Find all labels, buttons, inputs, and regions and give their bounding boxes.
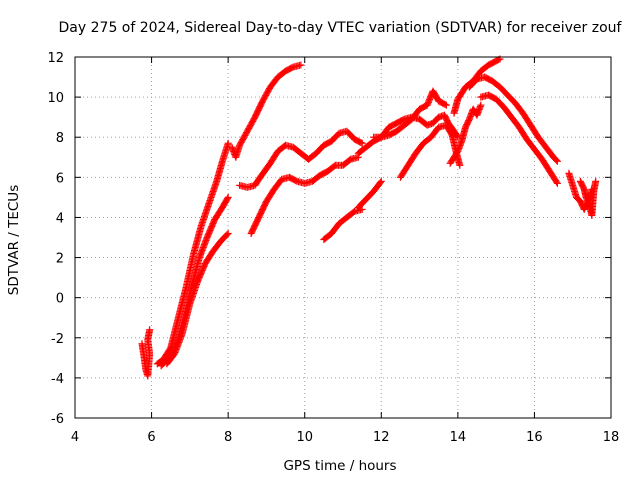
x-tick-label: 18 <box>603 430 620 445</box>
series-arc-1 <box>138 326 154 380</box>
series-arc-4 <box>163 229 232 368</box>
series-arc-7 <box>247 153 362 237</box>
data-point <box>441 100 449 108</box>
data-point <box>553 157 561 165</box>
series-arc-18 <box>576 177 600 219</box>
data-point <box>592 177 600 185</box>
series-arc-15 <box>465 73 561 165</box>
x-tick-label: 14 <box>450 430 467 445</box>
grid-lines <box>75 57 611 418</box>
data-point <box>376 179 384 187</box>
tick-labels: 4 6 8 10 12 14 16 18 -6 -4 -2 0 2 4 6 8 10 12 <box>47 51 619 445</box>
data-point <box>477 101 485 109</box>
x-tick-label: 4 <box>71 430 79 445</box>
y-tick-label: 2 <box>56 252 64 267</box>
data-point <box>223 231 231 239</box>
x-tick-label: 6 <box>147 430 155 445</box>
data-point <box>553 179 561 187</box>
x-tick-label: 8 <box>224 430 232 445</box>
data-point <box>553 178 561 186</box>
series-arc-16 <box>477 91 561 187</box>
y-tick-label: 10 <box>47 91 64 106</box>
series-arc-14 <box>450 55 504 117</box>
series-arc-6 <box>236 127 366 191</box>
data-point <box>224 229 232 237</box>
data-point <box>224 193 232 201</box>
data-point <box>357 139 365 147</box>
data-point <box>224 139 232 147</box>
data-point <box>223 195 231 203</box>
data-point <box>552 156 560 164</box>
data-point <box>453 132 461 140</box>
y-tick-label: 4 <box>56 211 64 226</box>
y-tick-label: -2 <box>51 332 64 347</box>
y-tick-label: 6 <box>56 171 64 186</box>
series-arc-13 <box>446 101 485 167</box>
series-arc-11 <box>370 87 450 141</box>
x-tick-label: 10 <box>296 430 313 445</box>
plot-border <box>74 56 612 419</box>
series-arc-9 <box>354 177 385 211</box>
y-tick-label: -4 <box>51 372 64 387</box>
data-markers <box>138 55 600 380</box>
y-tick-label: 0 <box>56 292 64 307</box>
y-tick-label: -6 <box>51 412 64 427</box>
y-tick-label: 12 <box>47 51 64 66</box>
plot-frame <box>74 56 612 419</box>
y-axis-label: SDTVAR / TECUs <box>6 185 22 295</box>
x-tick-label: 12 <box>373 430 390 445</box>
data-point <box>297 61 305 69</box>
data-point <box>442 101 450 109</box>
data-point <box>377 177 385 185</box>
series-arc-2 <box>153 139 232 368</box>
chart-title: Day 275 of 2024, Sidereal Day-to-day VTE… <box>59 20 623 36</box>
x-tick-label: 16 <box>526 430 543 445</box>
x-axis-label: GPS time / hours <box>283 458 396 474</box>
data-point <box>358 139 366 147</box>
series-arc-8 <box>320 205 366 244</box>
series-arc-5 <box>228 61 305 161</box>
y-tick-label: 8 <box>56 131 64 146</box>
data-point <box>456 161 464 169</box>
data-point <box>146 326 154 334</box>
